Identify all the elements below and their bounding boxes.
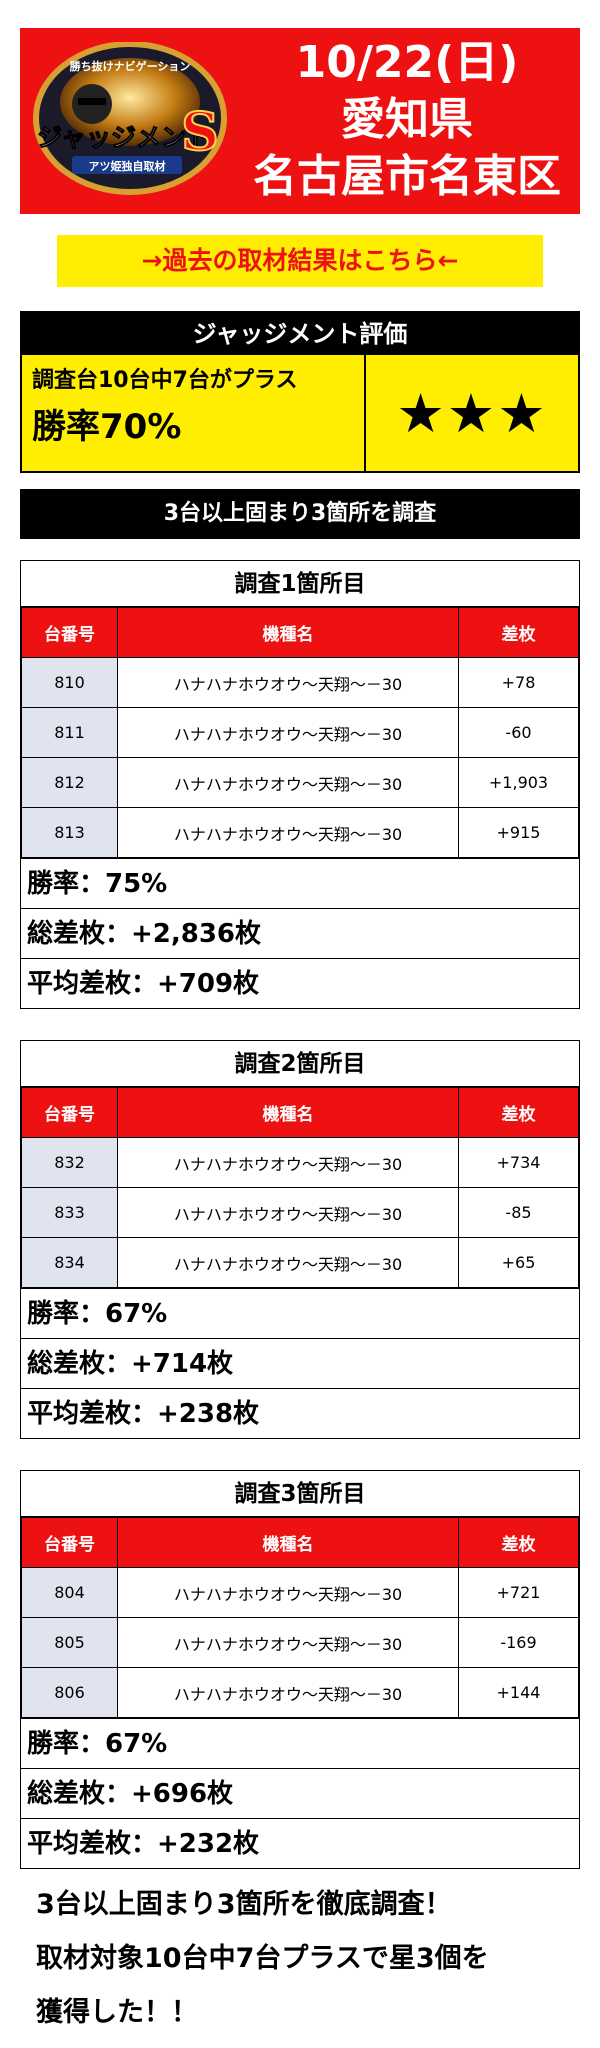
col-header-name: 機種名 [117,1087,459,1138]
table-row: 810 ハナハナホウオウ～天翔～－30 +78 [21,657,579,708]
table-row: 806 ハナハナホウオウ～天翔～－30 +144 [21,1667,579,1718]
col-header-diff: 差枚 [458,1087,579,1138]
judgment-s-logo: 勝ち抜けナビゲーション ジャッジメント S アツ姫独自取材 [33,42,227,195]
machine-diff: -60 [458,707,579,758]
judgment-box: ジャッジメント評価 調査台10台中7台がプラス 勝率70% ★★★ [20,311,580,473]
total-diff-stat: 総差枚：+2,836枚 [21,908,579,958]
machine-number: 804 [21,1567,118,1618]
table-row: 804 ハナハナホウオウ～天翔～－30 +721 [21,1567,579,1618]
survey-description: 3台以上固まり3箇所を調査 [20,489,580,539]
svg-text:アツ姫独自取材: アツ姫独自取材 [89,159,166,173]
svg-text:S: S [181,102,219,163]
win-rate-stat: 勝率：75% [21,858,579,908]
machine-number: 813 [21,807,118,858]
average-diff-stat: 平均差枚：+232枚 [21,1818,579,1868]
table-row: 811 ハナハナホウオウ～天翔～－30 -60 [21,707,579,758]
machine-diff: +1,903 [458,757,579,808]
machine-number: 811 [21,707,118,758]
table-row: 834 ハナハナホウオウ～天翔～－30 +65 [21,1237,579,1288]
svg-text:ジャッジメント: ジャッジメント [37,123,211,152]
machine-name: ハナハナホウオウ～天翔～－30 [117,707,459,758]
average-diff-stat: 平均差枚：+709枚 [21,958,579,1008]
block-title: 調査1箇所目 [21,561,579,607]
footer-summary: 3台以上固まり3箇所を徹底調査！ 取材対象10台中7台プラスで星3個を 獲得した… [36,1878,576,2040]
col-header-diff: 差枚 [458,607,579,658]
judgment-win-rate: 勝率70% [32,407,182,447]
survey-block-1: 調査1箇所目 台番号 機種名 差枚 810 ハナハナホウオウ～天翔～－30 +7… [20,560,580,1009]
win-rate-stat: 勝率：67% [21,1288,579,1338]
block-title: 調査3箇所目 [21,1471,579,1517]
table-row: 805 ハナハナホウオウ～天翔～－30 -169 [21,1617,579,1668]
table-row: 813 ハナハナホウオウ～天翔～－30 +915 [21,807,579,858]
footer-line: 獲得した！！ [36,1997,198,2028]
machine-number: 834 [21,1237,118,1288]
machine-number: 806 [21,1667,118,1718]
judgment-summary: 調査台10台中7台がプラス [32,368,298,393]
table-row: 832 ハナハナホウオウ～天翔～－30 +734 [21,1137,579,1188]
machine-number: 832 [21,1137,118,1188]
table-row: 833 ハナハナホウオウ～天翔～－30 -85 [21,1187,579,1238]
col-header-num: 台番号 [21,1517,118,1568]
footer-line: 取材対象10台中7台プラスで星3個を [36,1943,489,1974]
machine-diff: +65 [458,1237,579,1288]
machine-diff: -169 [458,1617,579,1668]
machine-name: ハナハナホウオウ～天翔～－30 [117,1187,459,1238]
machine-table: 台番号 機種名 差枚 832 ハナハナホウオウ～天翔～－30 +734 833 … [21,1087,579,1288]
star-rating: ★★★ [396,381,548,445]
machine-name: ハナハナホウオウ～天翔～－30 [117,1667,459,1718]
block-title: 調査2箇所目 [21,1041,579,1087]
machine-number: 805 [21,1617,118,1668]
machine-name: ハナハナホウオウ～天翔～－30 [117,1137,459,1188]
col-header-diff: 差枚 [458,1517,579,1568]
footer-line: 3台以上固まり3箇所を徹底調査！ [36,1889,452,1920]
average-diff-stat: 平均差枚：+238枚 [21,1388,579,1438]
machine-diff: +734 [458,1137,579,1188]
machine-name: ハナハナホウオウ～天翔～－30 [117,1237,459,1288]
machine-name: ハナハナホウオウ～天翔～－30 [117,757,459,808]
machine-number: 810 [21,657,118,708]
judgment-title: ジャッジメント評価 [22,313,578,355]
machine-diff: +78 [458,657,579,708]
header-banner: 勝ち抜けナビゲーション ジャッジメント S アツ姫独自取材 10/22(日) 愛… [20,28,580,214]
past-results-link[interactable]: →過去の取材結果はこちら← [57,235,543,287]
win-rate-stat: 勝率：67% [21,1718,579,1768]
prefecture-text: 愛知県 [341,94,473,145]
total-diff-stat: 総差枚：+714枚 [21,1338,579,1388]
svg-text:勝ち抜けナビゲーション: 勝ち抜けナビゲーション [70,59,191,73]
machine-name: ハナハナホウオウ～天翔～－30 [117,657,459,708]
header-text: 10/22(日) 愛知県 名古屋市名東区 [234,34,580,205]
city-text: 名古屋市名東区 [253,151,561,202]
machine-diff: -85 [458,1187,579,1238]
machine-number: 812 [21,757,118,808]
col-header-num: 台番号 [21,1087,118,1138]
machine-diff: +144 [458,1667,579,1718]
survey-block-2: 調査2箇所目 台番号 機種名 差枚 832 ハナハナホウオウ～天翔～－30 +7… [20,1040,580,1439]
machine-name: ハナハナホウオウ～天翔～－30 [117,1567,459,1618]
table-row: 812 ハナハナホウオウ～天翔～－30 +1,903 [21,757,579,808]
survey-block-3: 調査3箇所目 台番号 機種名 差枚 804 ハナハナホウオウ～天翔～－30 +7… [20,1470,580,1869]
machine-name: ハナハナホウオウ～天翔～－30 [117,1617,459,1668]
date-text: 10/22(日) [295,37,519,88]
col-header-num: 台番号 [21,607,118,658]
machine-table: 台番号 機種名 差枚 810 ハナハナホウオウ～天翔～－30 +78 811 ハ… [21,607,579,858]
total-diff-stat: 総差枚：+696枚 [21,1768,579,1818]
machine-diff: +721 [458,1567,579,1618]
machine-table: 台番号 機種名 差枚 804 ハナハナホウオウ～天翔～－30 +721 805 … [21,1517,579,1718]
machine-number: 833 [21,1187,118,1238]
machine-diff: +915 [458,807,579,858]
col-header-name: 機種名 [117,1517,459,1568]
machine-name: ハナハナホウオウ～天翔～－30 [117,807,459,858]
col-header-name: 機種名 [117,607,459,658]
